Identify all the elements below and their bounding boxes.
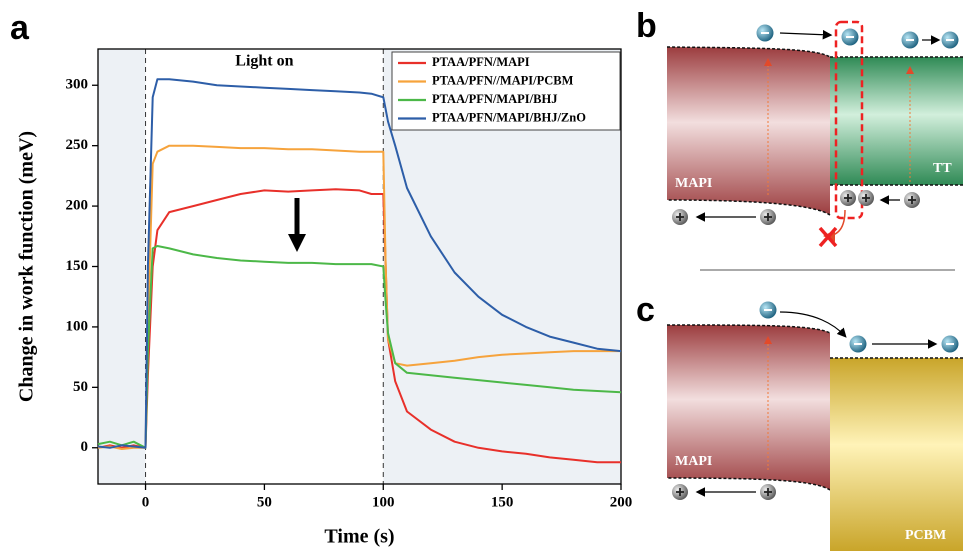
legend-label: PTAA/PFN/MAPI/BHJ — [432, 92, 557, 106]
series-line — [97, 245, 622, 449]
annotation: Light on — [235, 53, 293, 70]
line-chart: Light on 0 50 100 150 200 250 300 0 50 100 150 200 Ti… — [16, 48, 633, 548]
series-line — [97, 78, 622, 449]
x-tick-label: 50 — [257, 494, 272, 510]
y-axis-label: Change in work function (meV) — [16, 131, 38, 402]
legend-label: PTAA/PFN//MAPI/PCBM — [432, 73, 574, 87]
dark-region — [98, 49, 146, 484]
panel-label: a — [10, 9, 30, 47]
y-tick-label: 200 — [66, 198, 89, 214]
y-tick-label: 50 — [73, 379, 88, 395]
y-tick-label: 150 — [66, 258, 89, 274]
legend-label: PTAA/PFN/MAPI — [432, 55, 530, 69]
material-label: MAPI — [675, 454, 712, 469]
x-tick-label: 150 — [491, 494, 514, 510]
legend-box — [391, 51, 621, 131]
y-tick-label: 0 — [81, 439, 89, 455]
x-tick-label: 100 — [372, 494, 395, 510]
y-tick-label: 250 — [66, 137, 89, 153]
diagram-c: MAPI PCBM — [666, 301, 963, 551]
y-tick-label: 100 — [66, 318, 89, 334]
series-line — [97, 144, 621, 450]
x-axis-label: Time (s) — [324, 526, 394, 548]
legend-label: PTAA/PFN/MAPI/BHJ/ZnO — [432, 110, 586, 124]
material-label: TT — [933, 161, 952, 176]
panel-label: c — [636, 291, 655, 329]
diagram-b: MAPI TT — [666, 20, 963, 248]
x-tick-label: 200 — [610, 494, 633, 510]
panel-label: b — [636, 7, 657, 45]
down-arrow — [288, 198, 306, 252]
x-tick-label: 0 — [142, 494, 150, 510]
y-tick-label: 300 — [66, 77, 89, 93]
material-label: MAPI — [675, 176, 712, 191]
material-label: PCBM — [905, 528, 946, 543]
